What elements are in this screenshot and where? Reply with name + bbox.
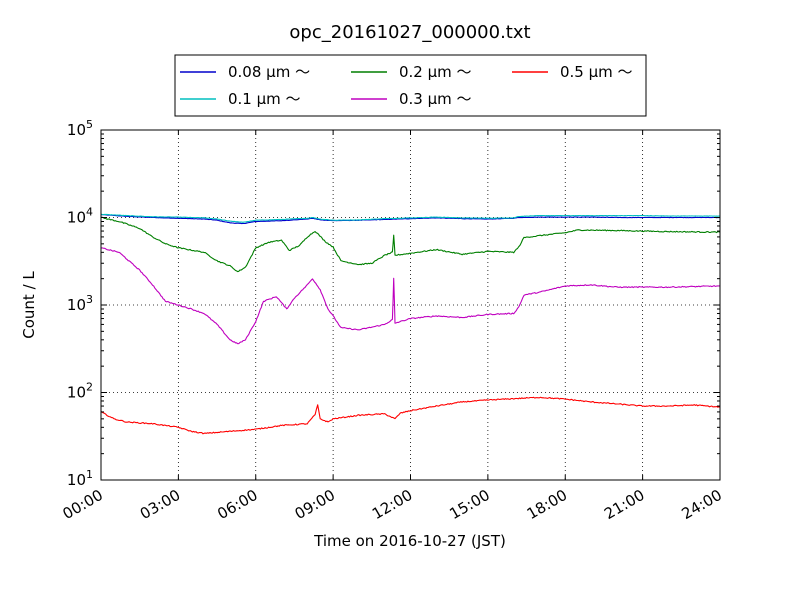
legend-label: 0.5 μm ～	[560, 63, 633, 81]
y-tick-label: 105	[67, 118, 93, 139]
y-tick-label: 103	[67, 293, 93, 314]
legend-frame	[174, 54, 647, 117]
y-tick-labels: 101 102 103 104 105	[67, 118, 93, 489]
y-tick-label: 104	[67, 206, 93, 227]
legend-label: 0.1 μm ～	[228, 90, 301, 108]
series-line	[100, 396, 721, 435]
series-line	[100, 213, 721, 225]
y-tick-label: 102	[67, 381, 93, 402]
y-tick-label: 101	[67, 468, 93, 489]
series-line	[101, 247, 721, 345]
y-axis-label: Count / L	[20, 271, 38, 339]
series-line	[100, 213, 721, 223]
x-axis-label: Time on 2016-10-27 (JST)	[313, 532, 506, 550]
axis-ticks	[100, 129, 721, 481]
legend: 0.08 μm ～ 0.1 μm ～ 0.2 μm ～ 0.3 μm ～ 0.5 μm …	[174, 54, 647, 117]
series-line	[100, 216, 721, 273]
legend-label: 0.3 μm ～	[399, 90, 472, 108]
legend-label: 0.2 μm ～	[399, 63, 472, 81]
legend-label: 0.08 μm ～	[228, 63, 310, 81]
series-lines	[100, 213, 721, 435]
chart-title: opc_20161027_000000.txt	[289, 22, 530, 43]
